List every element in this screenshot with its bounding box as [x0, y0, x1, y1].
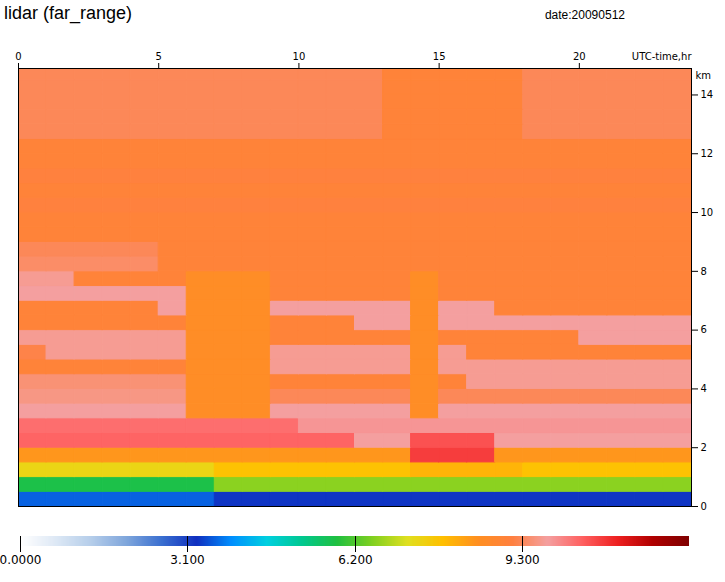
svg-text:10: 10 [701, 207, 714, 218]
svg-text:15: 15 [433, 51, 446, 62]
svg-text:0.0000: 0.0000 [0, 553, 42, 567]
svg-text:6: 6 [701, 324, 707, 335]
svg-text:0: 0 [15, 51, 21, 62]
svg-text:8: 8 [701, 266, 707, 277]
svg-text:0: 0 [701, 501, 707, 512]
svg-text:UTC-time,hr: UTC-time,hr [632, 51, 693, 62]
svg-text:3.100: 3.100 [170, 553, 204, 567]
svg-text:4: 4 [701, 383, 707, 394]
html-text:date:20090512: date:20090512 [544, 8, 625, 22]
svg-text:6.200: 6.200 [338, 553, 372, 567]
html-text:lidar (far_range): lidar (far_range) [4, 3, 133, 23]
svg-text:9.300: 9.300 [505, 553, 539, 567]
svg-text:5: 5 [156, 51, 162, 62]
svg-text:km: km [696, 70, 712, 81]
svg-text:20: 20 [573, 51, 586, 62]
svg-text:12: 12 [701, 148, 714, 159]
svg-text:2: 2 [701, 442, 707, 453]
svg-text:14: 14 [701, 89, 714, 100]
svg-text:10: 10 [293, 51, 306, 62]
